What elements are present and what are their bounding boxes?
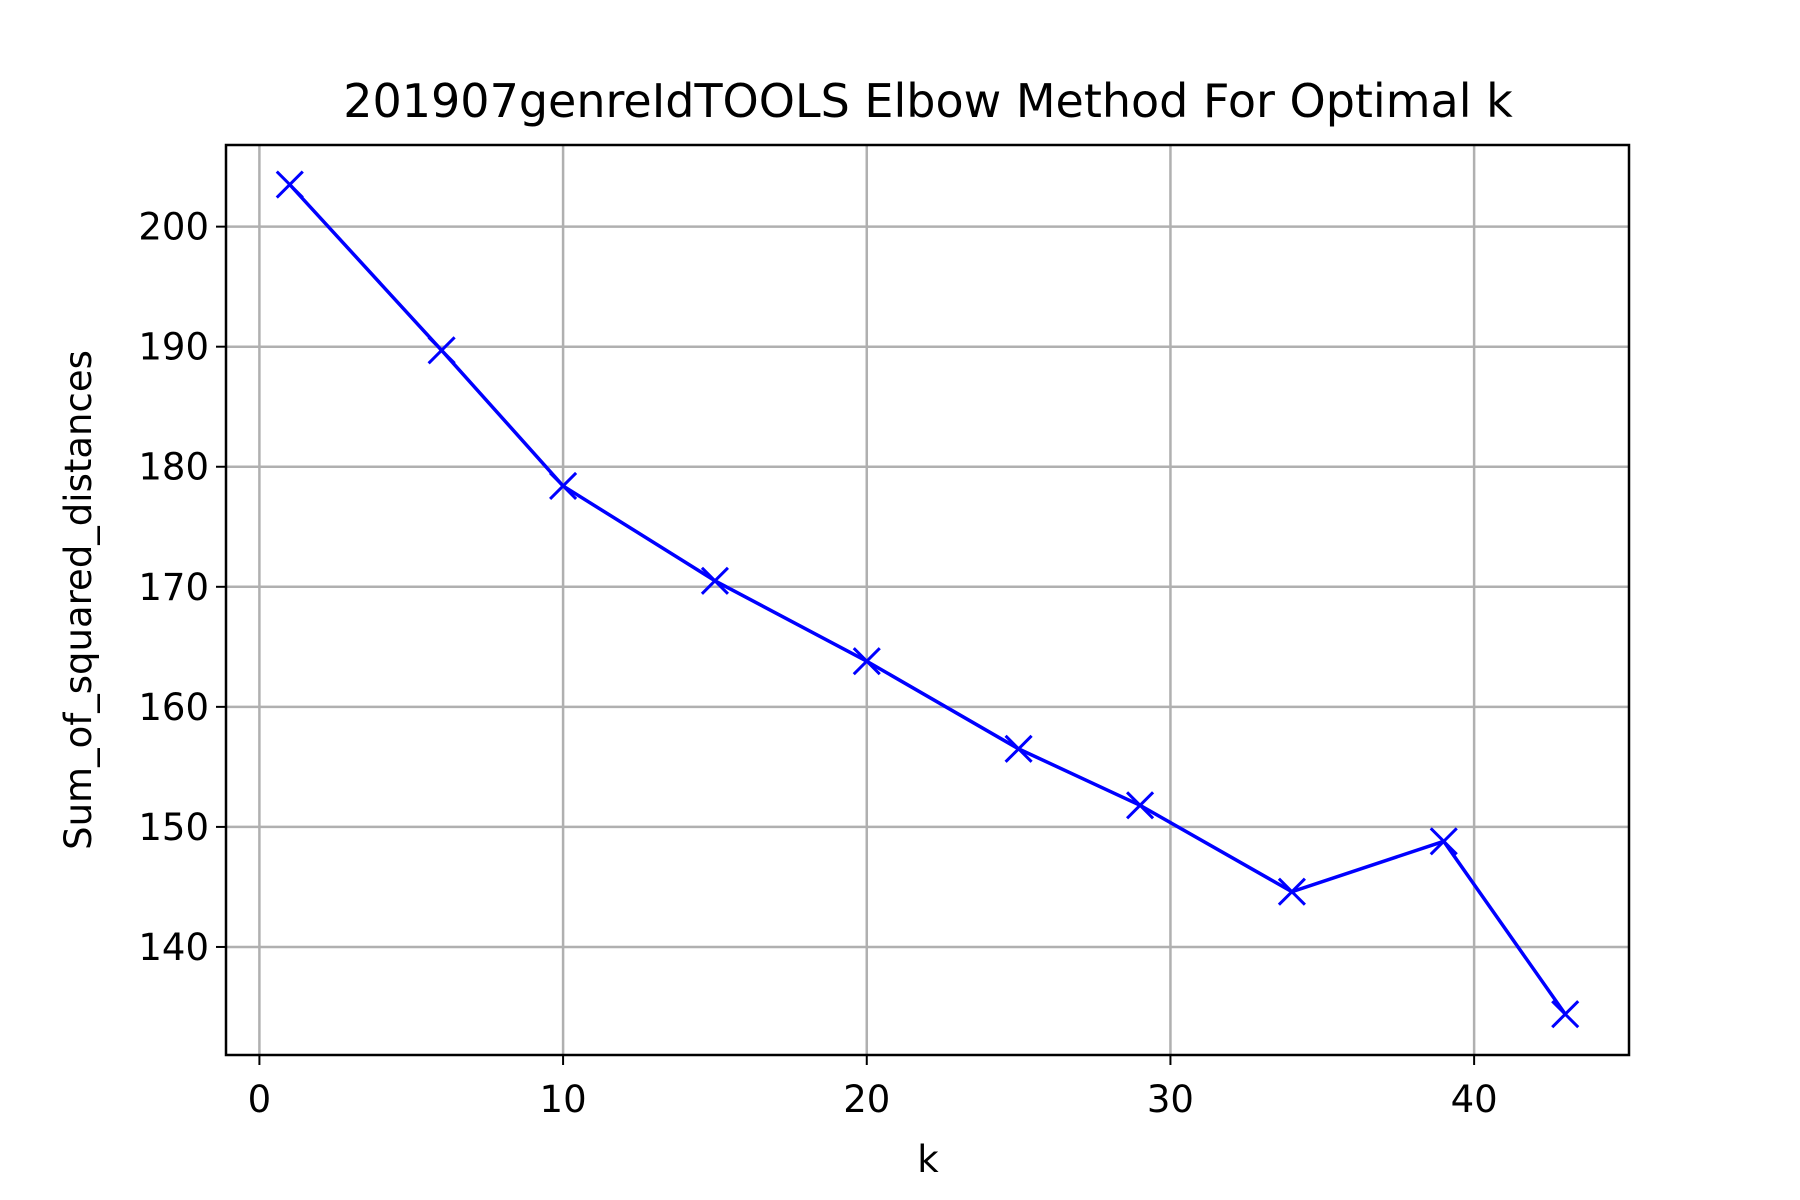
x-tick-label: 0: [248, 1078, 272, 1121]
series-line: [288, 183, 1567, 1016]
x-tick-label: 10: [540, 1078, 587, 1121]
data-point-marker: [1551, 1000, 1580, 1029]
axis-ticks: 0 10 20 30 40 140 150 160 170 180 190 200: [138, 206, 1497, 1121]
y-tick-label: 180: [138, 446, 209, 489]
data-point-marker: [700, 566, 729, 595]
y-tick-label: 160: [138, 686, 209, 729]
y-tick-label: 200: [138, 206, 209, 249]
data-point-marker: [1429, 827, 1458, 856]
data-point-marker: [1126, 791, 1155, 820]
y-tick-label: 140: [138, 926, 209, 969]
data-point-marker: [1277, 877, 1306, 906]
data-series: [275, 170, 1580, 1029]
data-point-marker: [275, 170, 304, 199]
data-point-marker: [1004, 734, 1033, 763]
y-tick-label: 170: [138, 566, 209, 609]
data-point-marker: [549, 471, 578, 501]
chart-title: 201907genreIdTOOLS Elbow Method For Opti…: [343, 74, 1513, 128]
y-tick-label: 190: [138, 326, 209, 369]
data-point-marker: [427, 336, 456, 365]
x-tick-label: 20: [843, 1078, 890, 1121]
data-point-marker: [852, 647, 881, 676]
x-tick-label: 30: [1147, 1078, 1194, 1121]
y-axis-label: Sum_of_squared_distances: [57, 350, 100, 850]
x-tick-label: 40: [1451, 1078, 1498, 1121]
plot-frame: [224, 143, 1631, 1057]
grid-lines: [226, 145, 1629, 1055]
y-tick-label: 150: [138, 806, 209, 849]
x-axis-label: k: [917, 1138, 939, 1181]
